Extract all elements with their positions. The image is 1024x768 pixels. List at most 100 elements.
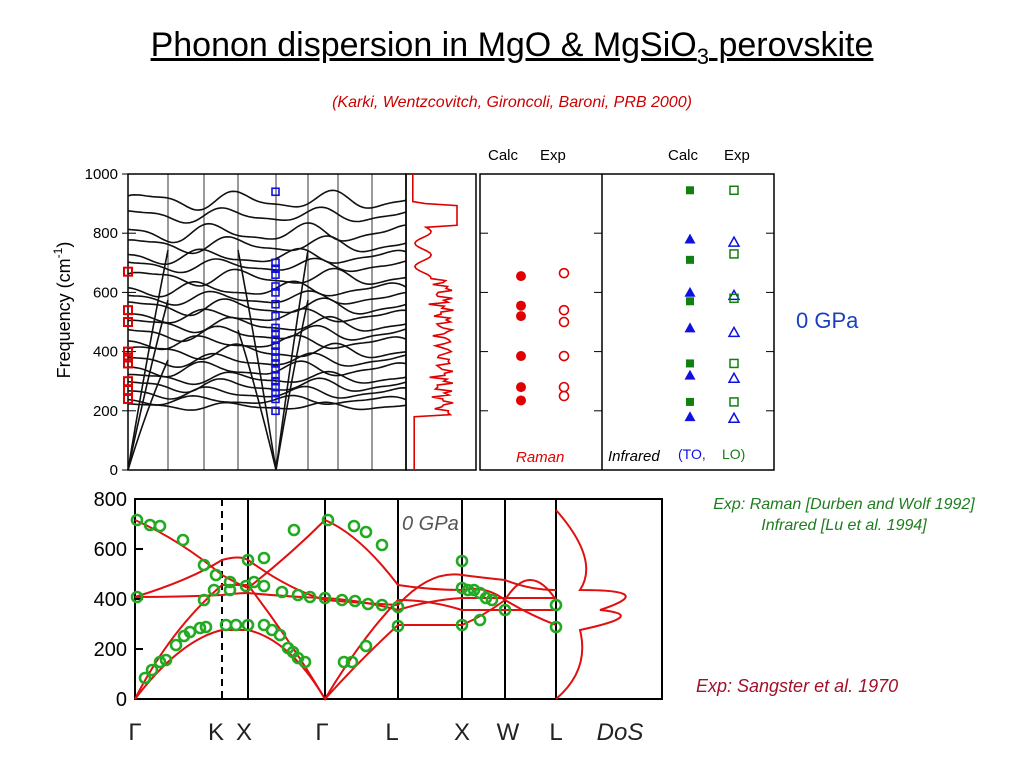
- raman-exp-point: [123, 376, 133, 387]
- mgo-exp-point: [461, 583, 475, 597]
- ir-exp-point: [271, 388, 280, 398]
- raman-infrared-panel: Calc Exp Calc Exp Raman Infrared (TO, LO…: [479, 147, 775, 471]
- phonon-band: [127, 377, 407, 394]
- mgo-exp-point: [375, 598, 389, 612]
- raman-calc-point: [516, 311, 526, 322]
- mgo-exp-point: [273, 628, 287, 642]
- phonon-band: [127, 267, 407, 287]
- dos-frame: [405, 173, 477, 471]
- mgo-exp-point: [287, 523, 301, 537]
- ir-exp-point: [271, 270, 280, 279]
- mgo-exp-point: [153, 655, 167, 669]
- mgo-exp-point: [455, 618, 469, 632]
- ir-exp-to-point: [727, 411, 741, 423]
- mgo-exp-point: [479, 591, 493, 605]
- ir-exp-to-point: [727, 371, 741, 383]
- ir-exp-lo-point: [729, 293, 739, 304]
- phonon-band: [127, 280, 407, 298]
- ir-exp-point: [271, 323, 280, 333]
- ir-exp-lo-point: [729, 397, 739, 407]
- x-tick-label: W: [497, 719, 520, 746]
- phonon-band: [127, 360, 407, 378]
- acoustic-branch: [127, 359, 169, 471]
- mgo-exp-point: [197, 558, 211, 572]
- mgo-exp-point: [207, 583, 221, 597]
- mgo-exp-point: [241, 618, 255, 632]
- ir-calc-lo-point: [686, 186, 694, 195]
- ir-exp-header: Exp: [724, 147, 750, 164]
- phonon-band: [127, 334, 407, 351]
- mgo-exp-point: [193, 621, 207, 635]
- raman-exp-point: [123, 266, 133, 277]
- phonon-band: [127, 247, 407, 266]
- raman-exp-point: [123, 352, 133, 363]
- phonon-band: [127, 189, 407, 211]
- mgo-exp-point: [209, 568, 223, 582]
- mgo-exp-point: [183, 625, 197, 639]
- y-tick-label: 1000: [85, 166, 118, 183]
- mgo-exp-point: [345, 655, 359, 669]
- citation: (Karki, Wentzcovitch, Gironcoli, Baroni,…: [332, 94, 692, 111]
- mgo-exp-point: [197, 593, 211, 607]
- mgo-exp-point: [298, 655, 312, 669]
- mgo-exp-point: [257, 579, 271, 593]
- raman-calc-point: [516, 382, 526, 393]
- mgo-exp-point: [335, 593, 349, 607]
- mgo-exp-point: [485, 593, 499, 607]
- raman-exp-point: [558, 304, 570, 316]
- mgo-exp-point: [241, 553, 255, 567]
- mgo-exp-point: [549, 620, 563, 634]
- ir-exp-point: [271, 406, 280, 416]
- mgo-exp-point: [337, 655, 351, 669]
- acoustic-branch: [127, 249, 169, 471]
- mgo-exp-point: [169, 638, 183, 652]
- mgo-exp-point: [391, 619, 405, 633]
- ir-exp-point: [271, 394, 280, 404]
- raman-calc-point: [516, 395, 526, 406]
- raman-exp-point: [558, 381, 570, 393]
- ir-exp-point: [271, 258, 280, 268]
- ir-exp-to-point: [727, 235, 741, 247]
- ir-exp-point: [271, 335, 280, 345]
- mgo-exp-point: [247, 575, 261, 589]
- mgo-exp-point: [223, 575, 237, 589]
- mgo-exp-point: [455, 554, 469, 568]
- mgo-exp-point: [361, 597, 375, 611]
- sangster-reference: Exp: Sangster et al. 1970: [696, 676, 899, 696]
- ir-exp-point: [271, 282, 280, 291]
- ir-exp-point: [271, 187, 280, 197]
- mgo-exp-point: [391, 600, 405, 614]
- ir-exp-point: [271, 365, 280, 374]
- ir-calc-to-point: [684, 286, 696, 297]
- phonon-band: [127, 385, 407, 400]
- phonon-band: [128, 235, 407, 255]
- infrared-label: Infrared: [608, 448, 660, 465]
- raman-calc-point: [516, 300, 526, 311]
- mgo-exp-point: [275, 585, 289, 599]
- raman-reference: Exp: Raman [Durben and Wolf 1992]: [713, 496, 975, 513]
- raman-calc-header: Calc: [488, 147, 519, 164]
- x-tick-label: Γ: [128, 719, 141, 746]
- perovskite-dos-panel: [405, 173, 477, 471]
- ir-exp-point: [271, 264, 280, 274]
- mgo-exp-point: [467, 583, 481, 597]
- phonon-band: [127, 315, 407, 334]
- phonon-band: [127, 370, 407, 386]
- ir-calc-to-point: [684, 233, 696, 244]
- mgo-exp-point: [130, 590, 144, 604]
- lo-label: LO): [722, 446, 745, 462]
- frequency-axis-label: Frequency (cm-1): [51, 242, 74, 379]
- ir-exp-lo-point: [729, 358, 739, 369]
- mgo-exp-point: [223, 583, 237, 597]
- acoustic-branch: [127, 299, 169, 471]
- mgo-exp-point: [145, 663, 159, 677]
- experimental-references: Exp: Raman [Durben and Wolf 1992] Infrar…: [664, 494, 1024, 536]
- raman-label: Raman: [516, 449, 564, 466]
- phonon-band: [127, 257, 407, 274]
- acoustic-branch: [237, 249, 277, 471]
- mgo-phonon-branch: [134, 598, 557, 701]
- x-tick-label: X: [236, 719, 252, 746]
- ir-exp-point: [271, 288, 280, 297]
